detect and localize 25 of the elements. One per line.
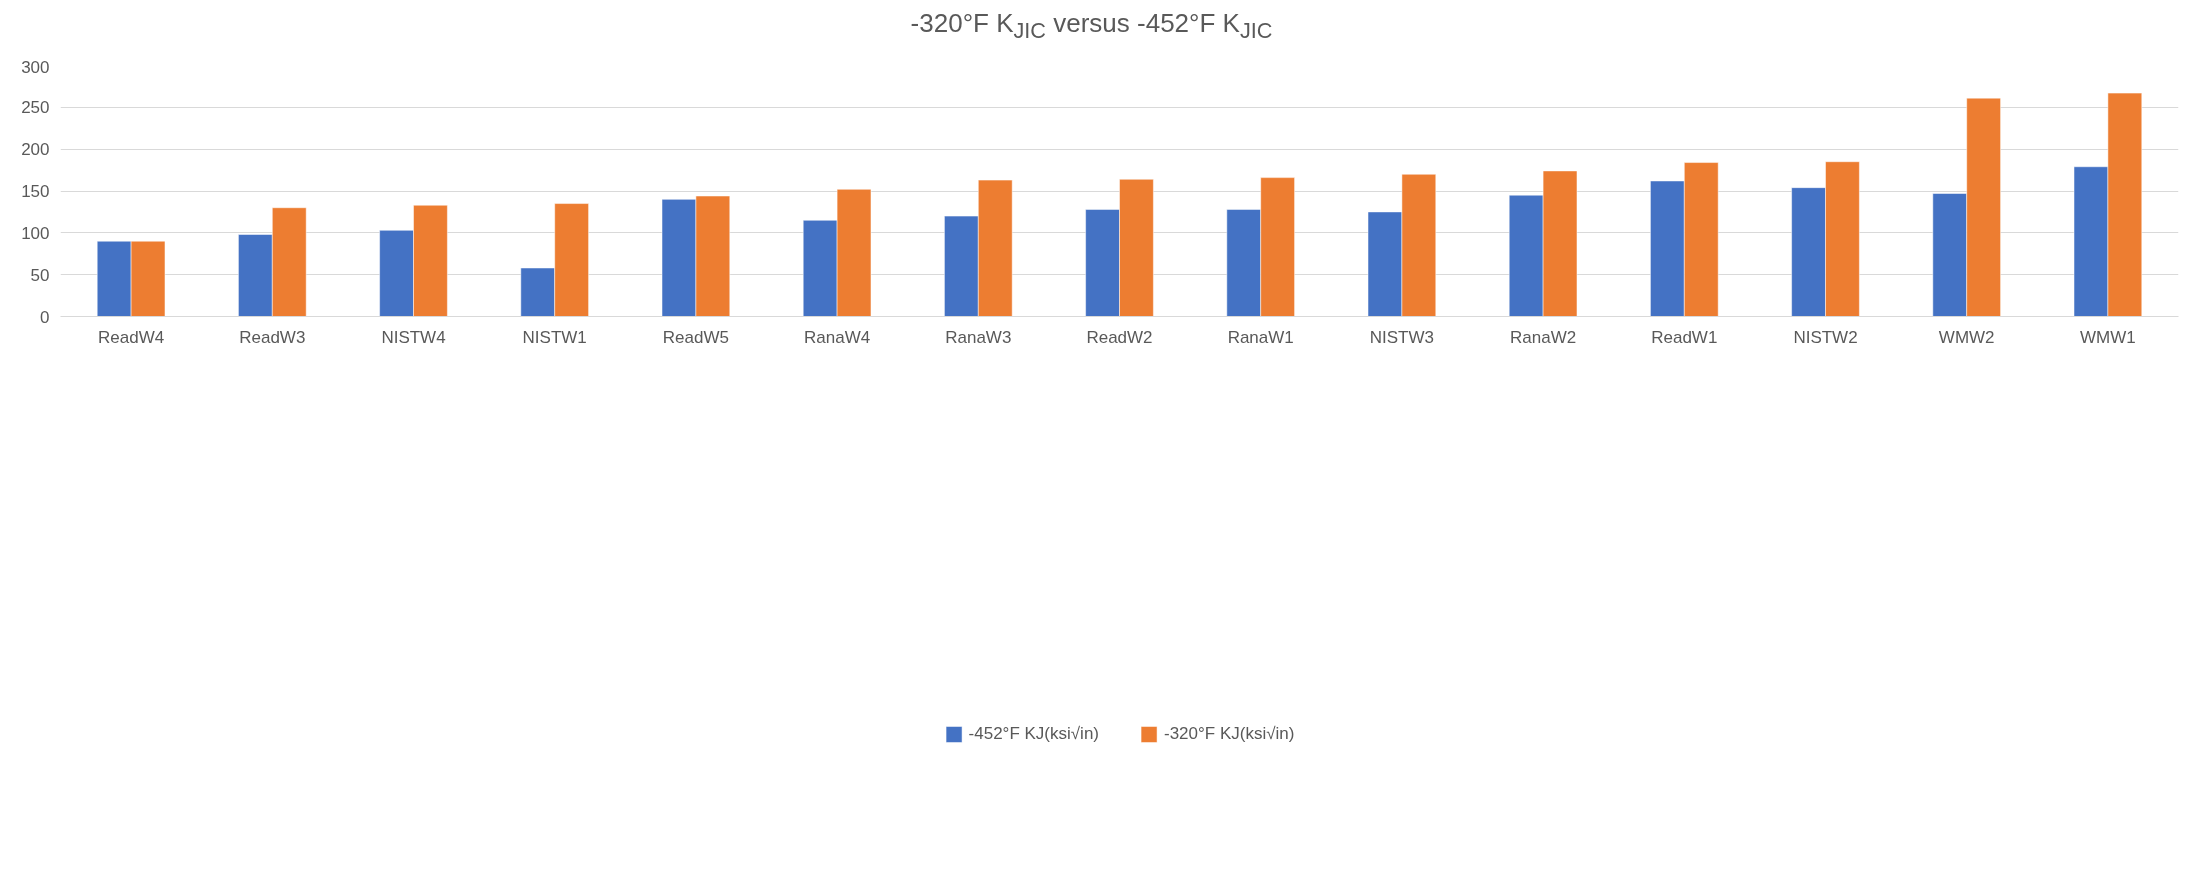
x-tick-label: RanaW1 — [1227, 327, 1294, 347]
x-tick-label: WMW1 — [2080, 327, 2136, 347]
y-tick-label: 300 — [21, 57, 50, 77]
x-tick-label: ReadW1 — [1651, 327, 1718, 347]
legend-label: -320°F KJ(ksi√in) — [1164, 724, 1295, 744]
x-tick-label: RanaW3 — [945, 327, 1012, 347]
y-tick-label: 250 — [21, 98, 50, 118]
chart-title: -320°F K$_{JIC}$ versus -452°F K$_{JIC}$ — [909, 7, 1274, 46]
y-tick-label: 200 — [21, 140, 50, 160]
y-tick-label: 150 — [21, 182, 50, 201]
legend-label: -452°F KJ(ksi√in) — [968, 724, 1099, 744]
x-tick-label: NISTW3 — [1369, 327, 1435, 347]
x-tick-label: ReadW4 — [98, 327, 165, 347]
y-tick-label: 0 — [40, 307, 50, 327]
x-tick-label: ReadW5 — [662, 327, 729, 347]
x-tick-label: NISTW4 — [381, 327, 446, 347]
y-tick-label: 100 — [21, 223, 50, 243]
x-tick-label: ReadW2 — [1086, 327, 1153, 347]
x-tick-label: NISTW1 — [522, 327, 587, 347]
x-tick-label: ReadW3 — [239, 327, 306, 347]
x-tick-label: NISTW2 — [1793, 327, 1858, 347]
x-tick-label: RanaW2 — [1510, 327, 1577, 347]
y-tick-label: 50 — [30, 265, 50, 285]
x-tick-label: WMW2 — [1938, 327, 1995, 347]
x-tick-label: RanaW4 — [804, 327, 871, 347]
